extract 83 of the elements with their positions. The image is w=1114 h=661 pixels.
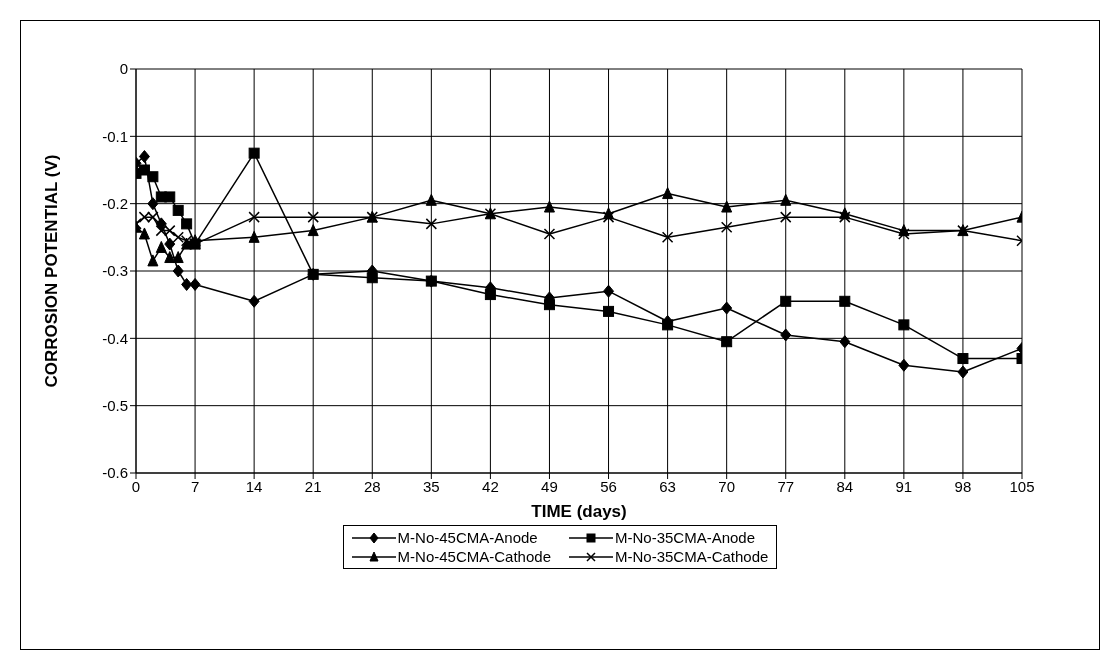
point (898, 358, 910, 372)
point (957, 353, 969, 365)
legend-label: M-No-35CMA-Anode (615, 529, 756, 546)
point (248, 147, 260, 159)
point (248, 230, 260, 243)
x-tick-label: 91 (895, 477, 913, 495)
point (307, 224, 319, 237)
y-tick-label: 0 (119, 60, 128, 78)
point (138, 150, 150, 164)
x-tick-label: 70 (718, 477, 736, 495)
point (425, 193, 437, 206)
y-axis-title: CORROSION POTENTIAL (V) (42, 154, 62, 388)
y-tick-label: -0.4 (102, 329, 128, 347)
y-tick-label: -0.3 (102, 262, 128, 280)
point (164, 191, 176, 203)
x-tick-label: 105 (1009, 477, 1035, 495)
point (661, 231, 674, 244)
point (172, 264, 184, 278)
x-tick-label: 0 (131, 477, 141, 495)
point (181, 218, 193, 230)
x-axis-title: TIME (days) (531, 502, 627, 521)
point (248, 294, 260, 308)
point (147, 171, 159, 183)
x-tick-label: 14 (245, 477, 263, 495)
point (721, 336, 733, 348)
point (147, 254, 159, 267)
x-tick-label: 56 (600, 477, 617, 495)
legend-label: M-No-35CMA-Cathode (615, 548, 769, 565)
point (720, 221, 733, 233)
x-tick-label: 84 (836, 477, 854, 495)
point (147, 197, 159, 211)
point (138, 164, 150, 176)
y-tick-label: -0.2 (102, 194, 128, 212)
legend-label: M-No-45CMA-Anode (397, 529, 538, 546)
point (172, 231, 184, 244)
point (366, 272, 378, 284)
point (138, 227, 150, 240)
x-tick-label: 35 (422, 477, 440, 495)
point (189, 277, 201, 291)
point (721, 200, 733, 213)
point (839, 211, 851, 223)
x-tick-label: 7 (190, 477, 200, 495)
point (248, 211, 260, 223)
point (839, 335, 851, 349)
y-tick-label: -0.5 (102, 396, 128, 414)
point (155, 240, 167, 253)
point (662, 319, 674, 331)
point (425, 275, 437, 287)
point (164, 237, 176, 251)
point (662, 187, 674, 200)
point (780, 193, 792, 206)
point (603, 284, 615, 298)
point (172, 204, 184, 216)
x-tick-label: 98 (954, 477, 972, 495)
point (898, 228, 910, 240)
point (484, 289, 496, 301)
point (602, 211, 615, 223)
x-tick-label: 28 (363, 477, 381, 495)
point (779, 211, 792, 223)
point (957, 365, 969, 379)
point (839, 295, 851, 307)
point (721, 301, 733, 315)
point (898, 319, 910, 331)
point (780, 328, 792, 342)
point (543, 200, 555, 213)
y-tick-label: -0.6 (102, 464, 128, 482)
x-tick-label: 77 (777, 477, 795, 495)
point (543, 299, 555, 311)
point (543, 228, 556, 240)
x-tick-label: 63 (659, 477, 676, 495)
point (780, 295, 792, 307)
x-tick-label: 21 (304, 477, 322, 495)
point (603, 305, 615, 317)
point (155, 217, 167, 231)
legend-label: M-No-45CMA-Cathode (397, 548, 551, 565)
point (164, 251, 176, 264)
point (425, 218, 438, 230)
point (181, 277, 193, 291)
x-tick-label: 42 (482, 477, 499, 495)
point (307, 211, 319, 223)
x-tick-label: 49 (541, 477, 558, 495)
point (172, 251, 184, 264)
y-tick-label: -0.1 (102, 127, 128, 145)
